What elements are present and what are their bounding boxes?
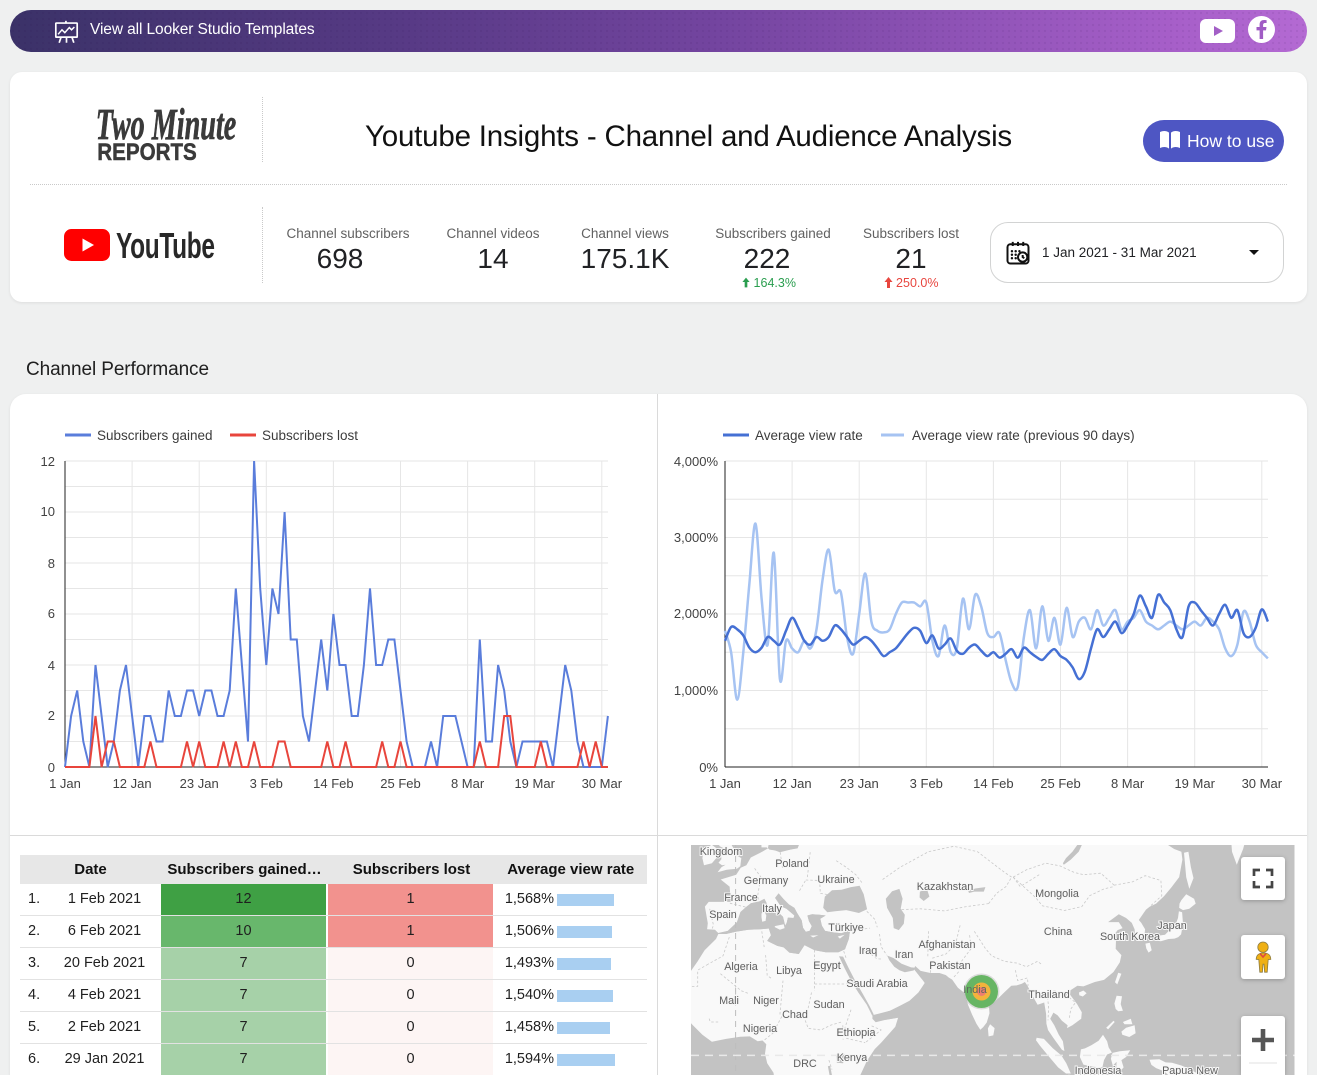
svg-text:South Korea: South Korea [1100,931,1160,943]
svg-text:25 Feb: 25 Feb [1040,776,1080,791]
svg-text:Iraq: Iraq [859,945,878,957]
svg-text:0%: 0% [699,760,718,775]
svg-text:10: 10 [41,504,55,519]
svg-text:Kingdom: Kingdom [700,846,743,858]
svg-text:Niger: Niger [753,995,779,1007]
svg-text:Spain: Spain [709,909,737,921]
svg-text:Mali: Mali [719,995,739,1007]
svg-text:Subscribers lost: Subscribers lost [262,428,358,443]
svg-text:8 Mar: 8 Mar [1111,776,1145,791]
svg-text:Mongolia: Mongolia [1035,888,1079,900]
svg-text:19 Mar: 19 Mar [1174,776,1215,791]
svg-text:Nigeria: Nigeria [743,1023,777,1035]
svg-text:12 Jan: 12 Jan [113,776,152,791]
svg-text:2,000%: 2,000% [674,606,719,621]
svg-text:30 Mar: 30 Mar [582,776,623,791]
svg-text:Kenya: Kenya [837,1052,868,1064]
svg-text:Japan: Japan [1157,920,1186,932]
svg-text:Average view rate: Average view rate [755,428,863,443]
svg-text:Iran: Iran [895,949,914,961]
svg-text:1 Jan: 1 Jan [49,776,81,791]
svg-text:Ethiopia: Ethiopia [836,1027,875,1039]
svg-text:0: 0 [48,760,55,775]
svg-text:8: 8 [48,556,55,571]
svg-text:Sudan: Sudan [813,999,844,1011]
svg-text:3 Feb: 3 Feb [250,776,283,791]
svg-text:8 Mar: 8 Mar [451,776,485,791]
svg-text:6: 6 [48,606,55,621]
svg-text:Algeria: Algeria [724,961,758,973]
svg-text:4: 4 [48,658,55,673]
svg-text:1 Jan: 1 Jan [709,776,741,791]
svg-text:25 Feb: 25 Feb [380,776,420,791]
svg-text:Poland: Poland [775,858,809,870]
svg-text:3,000%: 3,000% [674,530,719,545]
svg-text:Thailand: Thailand [1028,989,1069,1001]
svg-text:Italy: Italy [762,903,782,915]
svg-text:DRC: DRC [793,1058,817,1070]
svg-text:India: India [963,984,986,996]
svg-text:Pakistan: Pakistan [929,960,970,972]
svg-text:12 Jan: 12 Jan [773,776,812,791]
svg-text:30 Mar: 30 Mar [1242,776,1283,791]
svg-text:14 Feb: 14 Feb [973,776,1013,791]
svg-text:Saudi Arabia: Saudi Arabia [846,978,907,990]
svg-text:Papua New: Papua New [1162,1065,1218,1075]
svg-text:4,000%: 4,000% [674,454,719,469]
svg-text:Ukraine: Ukraine [817,874,854,886]
svg-text:19 Mar: 19 Mar [514,776,555,791]
svg-text:Kazakhstan: Kazakhstan [917,881,973,893]
svg-text:Average view rate (previous 90: Average view rate (previous 90 days) [912,428,1135,443]
svg-text:23 Jan: 23 Jan [840,776,879,791]
svg-text:Egypt: Egypt [813,960,841,972]
svg-text:Germany: Germany [744,875,789,887]
svg-text:Türkiye: Türkiye [828,922,863,934]
svg-text:2: 2 [48,708,55,723]
svg-text:1,000%: 1,000% [674,683,719,698]
svg-text:France: France [724,892,758,904]
svg-text:China: China [1044,926,1072,938]
svg-text:Libya: Libya [776,965,802,977]
svg-text:Chad: Chad [782,1009,808,1021]
svg-text:14 Feb: 14 Feb [313,776,353,791]
svg-text:Indonesia: Indonesia [1075,1065,1122,1075]
svg-text:12: 12 [41,454,55,469]
svg-text:Subscribers gained: Subscribers gained [97,428,213,443]
svg-text:23 Jan: 23 Jan [180,776,219,791]
svg-text:3 Feb: 3 Feb [910,776,943,791]
svg-text:Afghanistan: Afghanistan [918,939,975,951]
